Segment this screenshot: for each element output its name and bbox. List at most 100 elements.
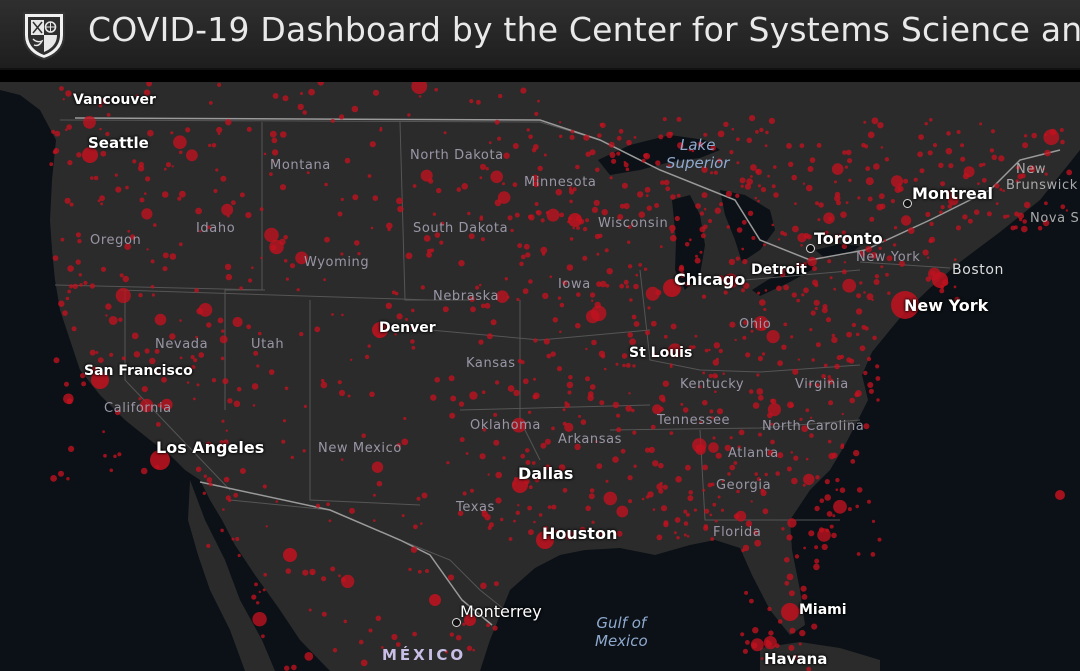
case-bubble [562, 280, 568, 286]
case-bubble [476, 99, 481, 105]
case-bubble [616, 135, 622, 141]
case-bubble [799, 143, 805, 149]
case-bubble [684, 242, 690, 247]
case-bubble [537, 165, 543, 172]
case-bubble [408, 567, 412, 572]
case-bubble [884, 157, 890, 162]
case-bubble [750, 500, 753, 503]
case-bubble [831, 532, 837, 539]
case-bubble [162, 252, 169, 259]
case-bubble [635, 273, 639, 277]
case-bubble [269, 172, 273, 177]
case-bubble [504, 277, 508, 281]
case-bubble [834, 180, 837, 184]
case-bubble [743, 282, 750, 289]
case-bubble [269, 239, 284, 255]
case-bubble [227, 398, 233, 404]
case-bubble [544, 438, 551, 445]
case-bubble [633, 464, 637, 468]
case-bubble [696, 445, 700, 448]
case-bubble [572, 226, 575, 230]
case-bubble [652, 353, 657, 358]
case-bubble [783, 322, 788, 327]
case-bubble [710, 537, 715, 541]
case-bubble [245, 212, 252, 219]
case-bubble [1044, 201, 1048, 206]
case-bubble [591, 206, 599, 213]
case-bubble [960, 143, 965, 148]
case-bubble [1042, 219, 1050, 227]
case-bubble [413, 524, 418, 530]
case-bubble [714, 374, 718, 378]
case-bubble [758, 432, 762, 437]
case-bubble [421, 492, 428, 499]
case-bubble [603, 367, 607, 371]
case-bubble [626, 139, 632, 146]
case-bubble [956, 130, 961, 134]
case-bubble [533, 377, 536, 381]
case-bubble [341, 577, 346, 583]
case-bubble [591, 299, 594, 302]
case-bubble [760, 657, 764, 660]
case-bubble [95, 351, 99, 354]
case-bubble [105, 131, 110, 137]
case-bubble [776, 285, 782, 292]
case-bubble [282, 419, 287, 423]
case-bubble [522, 378, 529, 385]
case-bubble [83, 115, 96, 129]
case-bubble [688, 345, 694, 351]
map-canvas[interactable] [0, 82, 1080, 671]
case-bubble [667, 164, 671, 168]
city-label-havana: Havana [764, 650, 828, 668]
case-bubble [439, 240, 444, 245]
case-bubble [680, 273, 685, 278]
case-bubble [49, 162, 54, 167]
case-bubble [656, 534, 663, 541]
case-bubble [485, 167, 489, 171]
covid-case-map[interactable]: Lake Superior Gulf of Mexico MÉXICO Montan… [0, 82, 1080, 671]
case-bubble [723, 121, 729, 128]
case-bubble [161, 191, 169, 198]
case-bubble [304, 652, 314, 661]
case-bubble [677, 142, 684, 149]
case-bubble [891, 291, 919, 319]
case-bubble [157, 403, 162, 408]
case-bubble [372, 195, 379, 201]
case-bubble [818, 202, 824, 208]
case-bubble [868, 388, 875, 394]
case-bubble [469, 296, 475, 302]
case-bubble [708, 218, 713, 224]
case-bubble [52, 255, 59, 261]
case-bubble [641, 158, 646, 163]
case-bubble [863, 120, 867, 124]
case-bubble [793, 455, 799, 461]
case-bubble [446, 461, 450, 465]
case-bubble [893, 226, 898, 230]
case-bubble [583, 134, 590, 141]
state-label: Kentucky [680, 377, 745, 392]
case-bubble [874, 274, 880, 279]
case-bubble [97, 199, 101, 203]
state-label: New Mexico [318, 441, 402, 456]
case-bubble [603, 491, 618, 506]
case-bubble [221, 329, 225, 333]
state-label: Arkansas [558, 432, 623, 447]
case-bubble [251, 383, 259, 390]
case-bubble [600, 122, 606, 129]
case-bubble [534, 477, 540, 483]
case-bubble [729, 464, 736, 471]
case-bubble [410, 546, 418, 553]
case-bubble [648, 446, 655, 454]
case-bubble [461, 183, 469, 190]
case-bubble [206, 477, 213, 483]
case-bubble [780, 268, 786, 273]
case-bubble [92, 366, 98, 372]
case-bubble [338, 389, 346, 397]
case-bubble [620, 448, 626, 454]
case-bubble [198, 352, 205, 358]
case-bubble [755, 130, 759, 134]
case-bubble [907, 227, 915, 235]
case-bubble [938, 162, 944, 168]
state-label: Montana [270, 158, 331, 173]
case-bubble [546, 208, 560, 222]
